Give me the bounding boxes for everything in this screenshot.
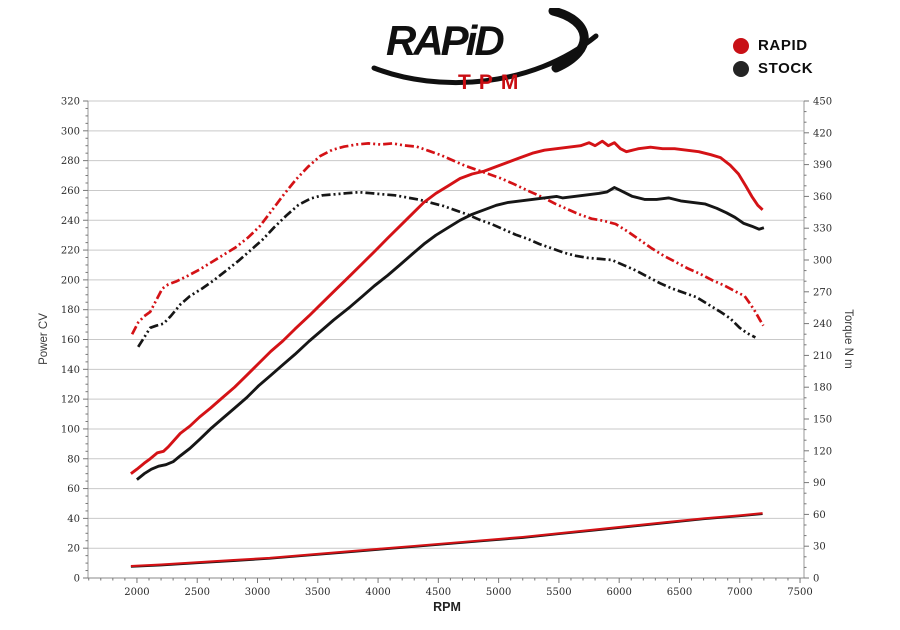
left-tick-label: 180: [61, 305, 80, 316]
series-stock-power: [135, 186, 765, 481]
left-tick-label: 40: [67, 514, 80, 525]
right-tick-label: 450: [813, 97, 832, 108]
legend-item-rapid: RAPID: [733, 34, 813, 57]
x-tick-label: 7000: [727, 587, 752, 598]
series-stock-torque: [137, 190, 757, 348]
right-tick-label: 420: [813, 128, 832, 139]
right-tick-label: 90: [813, 478, 826, 489]
right-tick-label: 120: [813, 446, 832, 457]
logo-swoosh-right: [548, 8, 589, 73]
right-tick-label: 390: [813, 160, 832, 171]
series-rapid-power: [130, 139, 764, 475]
legend-item-stock: STOCK: [733, 57, 813, 80]
left-tick-label: 260: [61, 186, 80, 197]
right-tick-label: 30: [813, 542, 826, 553]
left-tick-label: 200: [61, 275, 80, 286]
x-tick-label: 4000: [365, 587, 390, 598]
rapid-tpm-logo: RAPiD TPM: [371, 8, 599, 94]
x-tick-label: 6000: [606, 587, 631, 598]
right-tick-label: 180: [813, 383, 832, 394]
right-tick-label: 330: [813, 224, 832, 235]
series-rapid-bottom-line: [130, 512, 763, 568]
left-tick-label: 140: [61, 365, 80, 376]
x-tick-label: 5500: [546, 587, 571, 598]
legend-label-stock: STOCK: [758, 60, 814, 77]
legend-label-rapid: RAPID: [758, 37, 808, 54]
right-tick-label: 210: [813, 351, 832, 362]
x-tick-label: 3000: [245, 587, 270, 598]
logo-text-rapid: RAPiD: [386, 17, 504, 64]
series-rapid-torque: [130, 142, 765, 335]
plot-area: 0 20 40 60 80 100 120 140 160 180 200 220 240 260 280 3…: [61, 97, 832, 599]
left-tick-label: 160: [61, 335, 80, 346]
x-tick-label: 7500: [787, 587, 812, 598]
logo-text-tpm: TPM: [458, 71, 526, 94]
x-tick-label: 3500: [305, 587, 330, 598]
left-tick-label: 120: [61, 395, 80, 406]
left-tick-label: 100: [61, 424, 80, 435]
x-tick-label: 4500: [426, 587, 451, 598]
x-axis-title: RPM: [433, 600, 461, 614]
right-tick-label: 150: [813, 415, 832, 426]
x-tick-label: 2000: [124, 587, 149, 598]
right-tick-label: 60: [813, 510, 826, 521]
y-axis-left-title: Power CV: [38, 313, 50, 365]
right-tick-label: 240: [813, 319, 832, 330]
left-tick-label: 20: [67, 544, 80, 555]
right-tick-label: 300: [813, 256, 832, 267]
left-tick-label: 300: [61, 126, 80, 137]
y-axis-right-title: Torque N m: [842, 309, 854, 368]
x-tick-label: 5000: [486, 587, 511, 598]
left-tick-label: 220: [61, 246, 80, 257]
x-tick-label: 6500: [667, 587, 692, 598]
logo-swoosh-under: [371, 33, 599, 86]
left-tick-label: 60: [67, 484, 80, 495]
left-tick-label: 240: [61, 216, 80, 227]
x-tick-label: 2500: [184, 587, 209, 598]
left-tick-label: 280: [61, 156, 80, 167]
right-tick-label: 270: [813, 287, 832, 298]
stock-legend-dot-icon: [733, 60, 749, 77]
right-tick-label: 360: [813, 192, 832, 203]
chart-legend: RAPID STOCK: [733, 34, 813, 80]
right-tick-label: 0: [813, 574, 819, 585]
rapid-legend-dot-icon: [733, 37, 749, 54]
left-tick-label: 0: [74, 574, 80, 585]
left-tick-label: 320: [61, 97, 80, 108]
left-tick-label: 80: [67, 454, 80, 465]
